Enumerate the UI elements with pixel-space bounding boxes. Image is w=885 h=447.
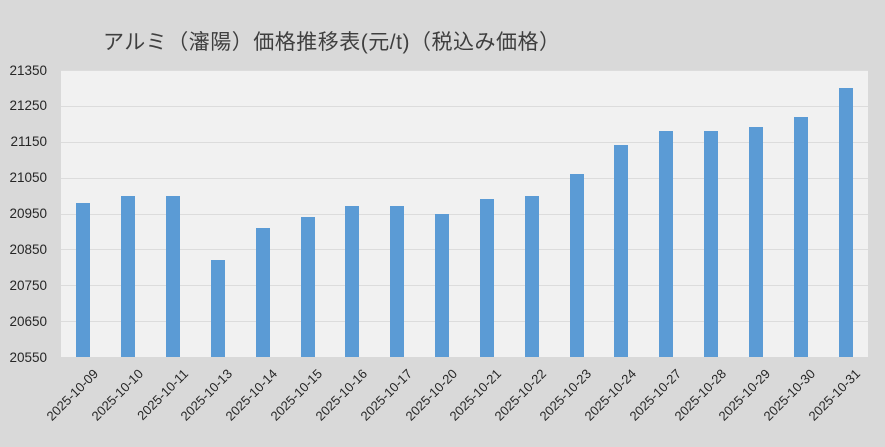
bar-2025-10-31 [838,87,853,357]
y-tick-label: 21250 [9,98,47,114]
y-tick-label: 20850 [9,241,47,257]
gridline [61,249,868,251]
bar-2025-10-29 [748,127,763,357]
y-tick-label: 20550 [9,349,47,365]
y-tick-label: 20950 [9,206,47,221]
bar-2025-10-17 [390,206,405,357]
gridline [61,105,868,107]
plot-area [61,70,868,357]
gridline [61,213,868,215]
bar-2025-10-21 [479,199,494,357]
bar-2025-10-14 [255,227,270,357]
gridline [61,321,868,323]
bar-2025-10-30 [793,116,808,357]
bar-2025-10-15 [300,217,315,357]
bar-2025-10-20 [435,213,450,357]
bar-2025-10-27 [659,131,674,357]
bar-2025-10-22 [524,195,539,357]
bar-2025-10-13 [210,260,225,357]
bar-2025-10-09 [76,202,91,357]
gridline [61,70,868,71]
chart-title: アルミ（瀋陽）価格推移表(元/t)（税込み価格） [103,31,561,54]
y-tick-label: 20650 [9,313,47,329]
bar-2025-10-23 [569,174,584,357]
y-tick-label: 21350 [9,62,47,78]
bar-2025-10-16 [345,206,360,357]
gridline [61,141,868,143]
x-axis: 2025-10-09 2025-10-10 2025-10-11 2025-10-13… [0,366,885,447]
bar-2025-10-11 [166,195,181,357]
bar-2025-10-28 [704,131,719,357]
y-tick-label: 21150 [10,134,47,150]
bar-2025-10-24 [614,145,629,357]
gridline [61,177,868,179]
y-tick-label: 20750 [9,277,47,293]
y-axis: 20550 20650 20750 20850 20950 21050 21150 21250… [0,63,47,363]
gridline [61,285,868,287]
y-tick-label: 21050 [9,170,47,186]
bar-2025-10-10 [121,195,136,357]
